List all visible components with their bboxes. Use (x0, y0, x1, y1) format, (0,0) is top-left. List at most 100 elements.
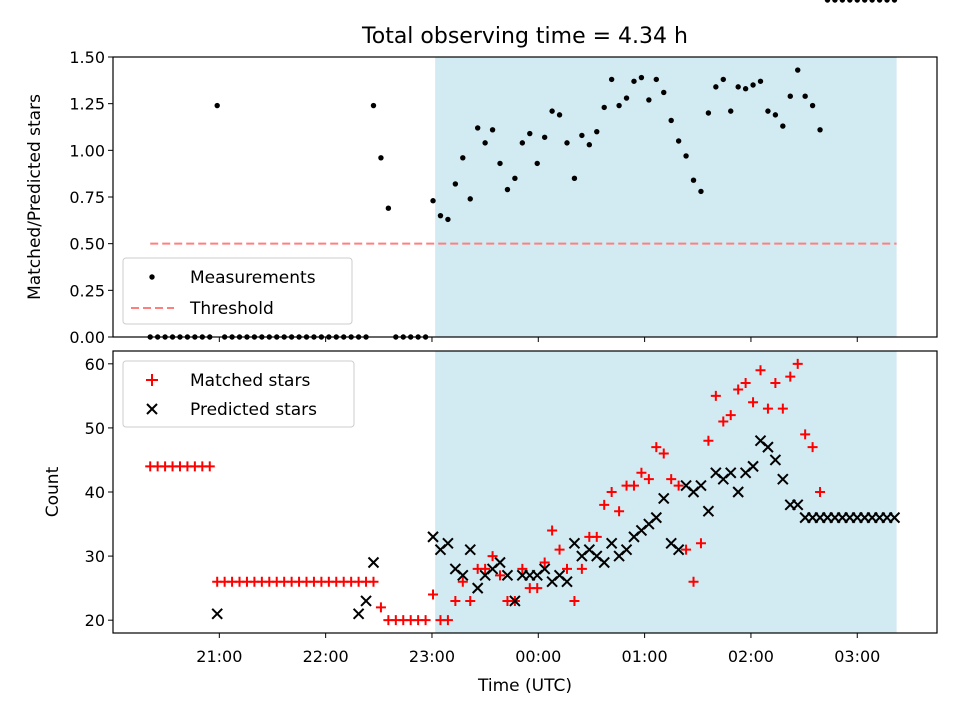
measurement-point (482, 140, 488, 146)
matched-star-point (636, 467, 647, 478)
predicted-star-point (725, 467, 737, 479)
matched-star-point (457, 576, 468, 587)
bottom-x-ticks: 21:00 22:00 23:00 00:00 01:00 02:00 03:00 (196, 633, 880, 666)
predicted-star-point (888, 511, 901, 524)
matched-star-point (681, 544, 692, 555)
predicted-star-point (367, 556, 380, 569)
bottom-y-tick-label: 50 (85, 419, 105, 438)
measurement-point (601, 104, 607, 111)
measurement-point (571, 175, 578, 182)
matched-star-point (718, 416, 729, 427)
matched-star-point (770, 378, 781, 389)
matched-star-point (755, 365, 766, 376)
top-legend-box (122, 257, 353, 325)
top-y-tick-label: 1.50 (69, 48, 105, 67)
predicted-star-point (672, 543, 685, 556)
predicted-star-point (561, 576, 573, 588)
predicted-star-point (501, 569, 514, 582)
predicted-star-point (352, 608, 365, 620)
top-y-ticks: 0.00 0.25 0.50 0.75 1.00 1.25 1.50 (69, 48, 113, 347)
measurement-point (512, 175, 518, 182)
predicted-star-point (538, 563, 551, 575)
predicted-star-point (471, 582, 484, 594)
measurement-point (757, 78, 764, 84)
bottom-y-ticks: 20 30 40 50 60 (85, 355, 113, 630)
matched-star-point (606, 487, 617, 497)
matched-star-point (532, 583, 543, 594)
measurement-point (839, 0, 846, 3)
matched-star-point (815, 487, 826, 497)
measurement-point (728, 108, 734, 114)
bottom-y-tick-label: 40 (85, 483, 105, 502)
measurement-point (862, 0, 868, 3)
predicted-star-point (442, 537, 454, 549)
x-axis-label: Time (UTC) (477, 676, 572, 696)
top-y-tick-label: 1.00 (69, 141, 105, 160)
x-tick-label: 01:00 (622, 647, 668, 666)
matched-star-point (547, 525, 558, 536)
legend-threshold-label: Threshold (189, 299, 274, 319)
measurement-point (653, 76, 660, 83)
measurement-point (832, 0, 838, 3)
top-y-tick-label: 0.25 (69, 281, 105, 300)
predicted-star-point (658, 492, 670, 505)
top-x-ticks (218, 337, 858, 342)
measurement-point (579, 132, 585, 139)
measurement-point (556, 112, 563, 118)
matched-star-point (666, 474, 677, 485)
matched-star-point (495, 570, 506, 581)
measurement-point (884, 0, 890, 3)
matched-star-point (695, 538, 706, 549)
chart-title: Total observing time = 4.34 h (361, 24, 688, 49)
predicted-star-point (360, 595, 372, 607)
measurement-point (683, 153, 689, 159)
matched-star-point (792, 358, 803, 369)
predicted-star-point (464, 543, 476, 556)
bottom-y-tick-label: 30 (85, 547, 105, 566)
top-y-tick-label: 0.00 (69, 328, 105, 347)
measurement-point (720, 76, 726, 83)
predicted-star-point (598, 556, 610, 569)
measurement-point (742, 86, 749, 92)
matched-star-point (599, 499, 610, 510)
top-y-tick-label: 1.25 (69, 95, 105, 114)
measurement-point (460, 155, 466, 161)
measurement-point (623, 95, 630, 101)
matched-star-point (428, 589, 439, 600)
measurement-point (750, 82, 756, 88)
measurement-point (370, 102, 377, 109)
measurement-point (616, 102, 622, 109)
predicted-star-point (695, 479, 707, 492)
matched-star-point (368, 576, 379, 587)
measurement-point (504, 186, 511, 193)
matched-star-point (710, 390, 721, 401)
legend-predicted-marker (146, 403, 158, 415)
matched-star-point (375, 602, 386, 613)
top-panel: 0.00 0.25 0.50 0.75 1.00 1.25 1.50 Matched/Pre… (25, 0, 938, 347)
measurement-point (690, 177, 697, 183)
measurement-point (378, 155, 384, 161)
matched-star-point (517, 563, 528, 574)
bottom-y-tick-label: 20 (85, 611, 105, 630)
matched-star-point (658, 448, 669, 459)
legend-matched-label: Matched stars (190, 371, 310, 391)
matched-star-point (703, 435, 714, 446)
matched-star-point (807, 442, 818, 453)
measurement-point (519, 140, 526, 146)
measurement-point (824, 0, 831, 3)
top-y-axis-label: Matched/Predicted stars (25, 94, 45, 300)
x-tick-label: 00:00 (515, 647, 561, 666)
measurement-point (608, 76, 615, 83)
measurement-point (765, 108, 771, 114)
top-y-tick-label: 0.75 (69, 188, 105, 207)
measurement-point (847, 0, 853, 3)
matched-star-point (643, 474, 654, 485)
matched-star-point (673, 480, 684, 491)
measurement-point (489, 127, 496, 133)
predicted-star-point (494, 556, 506, 569)
measurement-point (735, 84, 741, 90)
matched-star-point (762, 403, 773, 414)
x-tick-label: 23:00 (409, 647, 455, 666)
measurement-point (876, 0, 883, 3)
predicted-star-point (732, 486, 744, 498)
